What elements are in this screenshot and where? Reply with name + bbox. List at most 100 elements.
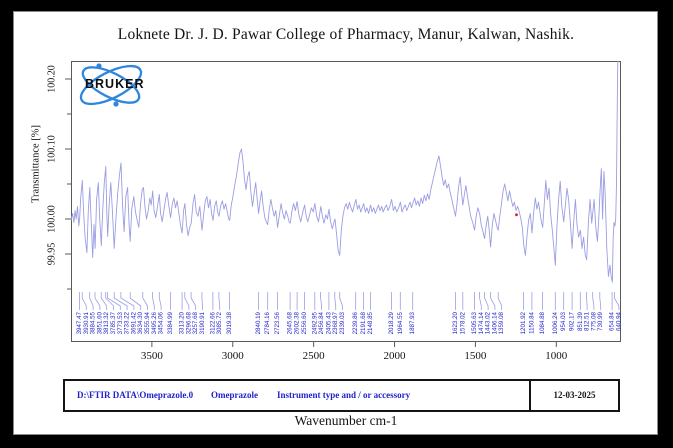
page-title: Loknete Dr. J. D. Pawar College of Pharm… (117, 26, 575, 43)
x-tick-label: 2000 (384, 350, 407, 362)
peak-label: 2492.95 (311, 311, 318, 334)
peak-leader-line (479, 292, 482, 310)
peak-leader-line (490, 292, 496, 310)
peak-label: 1964.55 (397, 311, 404, 334)
peak-label: 3257.68 (192, 311, 199, 334)
peak-label: 2556.60 (301, 311, 308, 334)
peak-label: 3634.30 (137, 311, 144, 334)
peak-leader-line (129, 292, 142, 310)
peak-label: 640.94 (615, 311, 622, 330)
peak-leader-line (592, 292, 595, 310)
atom-swirl-icon (79, 63, 143, 107)
peak-label: 1443.02 (485, 311, 492, 334)
x-tick-label: 3000 (222, 350, 245, 362)
peak-leader-line (339, 292, 343, 310)
peak-label: 3691.42 (130, 311, 137, 334)
peak-label: 1084.88 (539, 311, 546, 334)
file-path: D:\FTIR DATA\Omeprazole.0 (77, 390, 194, 400)
peak-label: 2602.38 (294, 311, 301, 334)
x-tick-label: 1500 (464, 350, 487, 362)
peak-label: 2840.19 (255, 311, 262, 334)
peak-label: 2148.85 (367, 311, 374, 334)
peak-label: 3313.20 (179, 311, 186, 334)
y-tick-label: 100.00 (47, 205, 58, 233)
peak-label: 3851.60 (96, 311, 103, 334)
peak-leader-line (218, 292, 221, 310)
peak-label: 1359.08 (498, 311, 505, 334)
x-tick-label: 1000 (545, 350, 568, 362)
bruker-logo-text: BRUKER (85, 77, 145, 91)
peak-leader-line (497, 292, 503, 310)
peak-label: 2784.16 (264, 311, 271, 334)
peak-label: 1150.84 (528, 311, 535, 333)
sample-name: Omeprazole (211, 390, 258, 400)
peak-leader-line (120, 292, 135, 310)
y-tick-label: 99.95 (47, 243, 58, 266)
peak-leader-line (201, 292, 203, 310)
peak-label: 3495.26 (151, 311, 158, 334)
x-tick-label: 2500 (303, 350, 326, 362)
peak-label: 1406.14 (491, 311, 498, 334)
peak-leader-line (599, 292, 602, 310)
peak-label: 3733.22 (124, 311, 131, 334)
y-tick-label: 100.10 (47, 135, 58, 163)
peak-label: 1623.20 (452, 311, 459, 334)
peak-label: 812.51 (584, 311, 591, 330)
peak-leader-line (113, 292, 128, 310)
peak-label: 2405.43 (325, 311, 332, 334)
plot-frame (71, 61, 621, 342)
peak-label: 2723.56 (274, 311, 281, 334)
peak-label: 3930.91 (83, 311, 90, 334)
peak-label: 3785.37 (110, 311, 117, 334)
peak-label: 3454.06 (158, 311, 165, 334)
instrument-accessory: Instrument type and / or accessory (277, 390, 411, 400)
peak-leader-line (81, 292, 87, 310)
y-tick-label: 100.20 (47, 65, 58, 93)
bruker-logo: BRUKER (72, 58, 152, 114)
peak-leader-line (142, 292, 148, 310)
peak-label: 3019.38 (226, 311, 233, 334)
peak-label: 3947.47 (76, 311, 83, 334)
peak-label: 3384.99 (167, 311, 174, 334)
peak-leader-line (152, 292, 155, 310)
peak-leader-line (334, 292, 337, 310)
peak-label: 2018.29 (388, 311, 395, 334)
peak-label: 2456.84 (318, 311, 325, 334)
peak-label: 1578.02 (459, 311, 466, 334)
peak-leader-line (614, 292, 620, 310)
report-date: 12-03-2025 (529, 381, 618, 410)
peak-label: 2191.68 (360, 311, 367, 334)
peak-label: 3296.68 (185, 311, 192, 334)
peak-label: 3085.72 (216, 311, 223, 334)
report-page: Loknete Dr. J. D. Pawar College of Pharm… (13, 11, 658, 435)
peak-label: 2368.97 (332, 311, 339, 334)
peak-label: 3190.91 (199, 311, 206, 334)
footer-info-box: D:\FTIR DATA\Omeprazole.0 Omeprazole Ins… (63, 379, 620, 412)
peak-leader-line (105, 292, 114, 310)
y-axis-title: Transmittance [%] (31, 125, 42, 203)
spectrum-trace (71, 61, 619, 283)
peak-label: 1505.63 (471, 311, 478, 334)
peak-leader-line (100, 292, 108, 310)
peak-label: 2339.03 (339, 311, 346, 334)
peak-label: 3884.55 (90, 311, 97, 334)
ftir-spectrum-chart: 100.20 100.10 100.00 99.95 Transmittance [%]… (31, 61, 622, 362)
peak-leader-line (158, 292, 162, 310)
peak-label: 775.08 (590, 311, 597, 330)
peak-leader-line (320, 292, 323, 310)
peak-label: 3773.53 (117, 311, 124, 334)
peak-label: 730.99 (597, 311, 604, 330)
peak-label: 1474.14 (478, 311, 485, 334)
peak-leader-line (89, 292, 94, 310)
peak-leader-line (184, 292, 190, 310)
red-marker-dot (515, 213, 518, 217)
peak-leader-line (190, 292, 197, 310)
peak-label: 2239.86 (352, 311, 359, 334)
peak-label: 902.17 (569, 311, 576, 330)
peak-leader-line (484, 292, 489, 310)
peak-label: 654.84 (609, 311, 616, 330)
peak-label: 851.39 (577, 311, 584, 330)
peak-label: 1006.24 (552, 311, 559, 334)
peak-leader-line (94, 292, 101, 310)
